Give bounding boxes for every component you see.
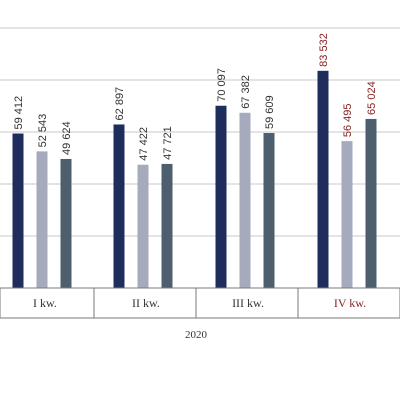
data-label: 62 897: [114, 87, 126, 121]
data-label: 70 097: [216, 68, 228, 102]
data-label: 65 024: [366, 81, 378, 115]
year-label: 2020: [185, 329, 208, 341]
bar: [137, 164, 149, 288]
bar: [36, 151, 48, 288]
data-label: 59 412: [13, 96, 25, 130]
bar: [239, 112, 251, 289]
data-label: 59 609: [264, 95, 276, 129]
data-label: 49 624: [61, 121, 73, 155]
bar: [341, 141, 353, 288]
data-label: 56 495: [342, 103, 354, 137]
tick-label: II kw.: [132, 296, 160, 310]
data-label: 52 543: [37, 114, 49, 148]
data-label: 47 721: [162, 126, 174, 160]
bar: [12, 133, 24, 288]
bar: [60, 158, 72, 288]
x-axis: I kw. II kw. III kw. IV kw.: [0, 287, 400, 319]
bar: [263, 133, 275, 288]
tick-label: IV kw.: [334, 296, 366, 310]
bar: [215, 105, 227, 288]
bar: [161, 163, 173, 288]
data-labels: 59 412 52 543 49 624 62 897 47 422 47 721 70 0…: [13, 33, 378, 161]
data-label: 83 532: [318, 33, 330, 67]
tick-label: III kw.: [232, 296, 264, 310]
data-label: 67 382: [240, 75, 252, 109]
data-label: 47 422: [138, 127, 150, 161]
bar: [113, 124, 125, 288]
bar: [317, 70, 329, 288]
gridlines: [0, 27, 400, 237]
tick-label: I kw.: [33, 296, 57, 310]
bar: [365, 118, 377, 289]
bars: [12, 70, 377, 289]
